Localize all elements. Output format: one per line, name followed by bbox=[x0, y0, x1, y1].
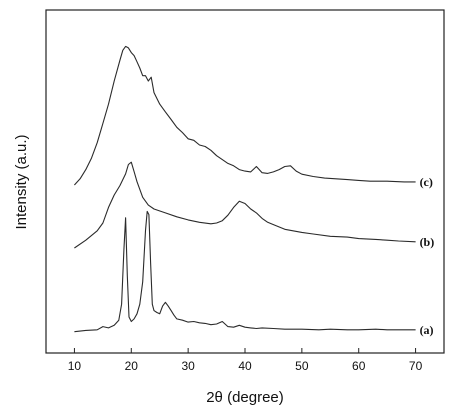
series-line-a bbox=[74, 210, 416, 333]
y-axis-label: Intensity (a.u.) bbox=[13, 134, 30, 229]
series-label-c: (c) bbox=[420, 175, 433, 189]
series-label-a: (a) bbox=[420, 323, 434, 337]
series-layer: (a) (b) (c) bbox=[73, 45, 435, 337]
x-tick-label: 30 bbox=[181, 359, 195, 373]
x-tick-label: 50 bbox=[295, 359, 309, 373]
x-tick-label: 20 bbox=[125, 359, 139, 373]
x-tick-label: 60 bbox=[352, 359, 366, 373]
series-label-b: (b) bbox=[420, 235, 435, 249]
x-tick-label: 70 bbox=[409, 359, 423, 373]
x-axis-label: 2θ (degree) bbox=[206, 389, 284, 406]
x-tick-label: 40 bbox=[238, 359, 252, 373]
series-line-b bbox=[74, 161, 416, 249]
x-tick-label: 10 bbox=[68, 359, 82, 373]
series-line-c bbox=[73, 45, 416, 186]
x-ticks: 10 20 30 40 50 60 70 bbox=[68, 348, 423, 373]
